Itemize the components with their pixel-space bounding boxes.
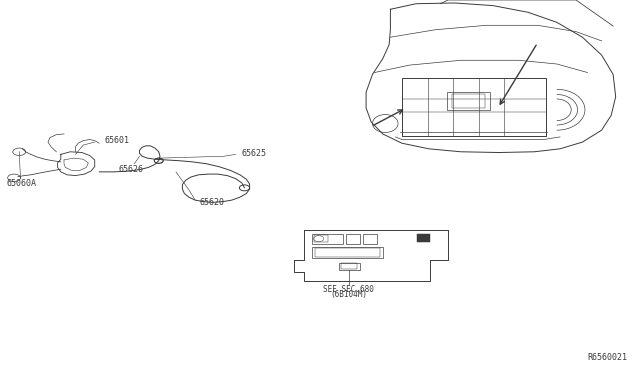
Text: 65626: 65626 (118, 165, 144, 174)
Bar (312, 234, 343, 244)
Bar (363, 234, 377, 244)
Bar (447, 92, 490, 110)
Text: 65620: 65620 (200, 198, 225, 207)
Circle shape (154, 158, 163, 163)
Text: 65060A: 65060A (6, 179, 36, 187)
Text: (6B104M): (6B104M) (330, 291, 367, 299)
Bar (402, 78, 546, 136)
Text: 65625: 65625 (242, 149, 267, 158)
Bar (417, 234, 430, 242)
Bar (452, 94, 485, 108)
Bar (339, 263, 360, 270)
Bar (346, 234, 360, 244)
Text: R6560021: R6560021 (588, 353, 627, 362)
Text: 65601: 65601 (105, 136, 130, 145)
Bar (315, 248, 380, 257)
Bar (341, 263, 357, 269)
Bar (312, 247, 383, 258)
Bar (314, 235, 328, 242)
Text: SEE SEC.680: SEE SEC.680 (323, 285, 374, 294)
